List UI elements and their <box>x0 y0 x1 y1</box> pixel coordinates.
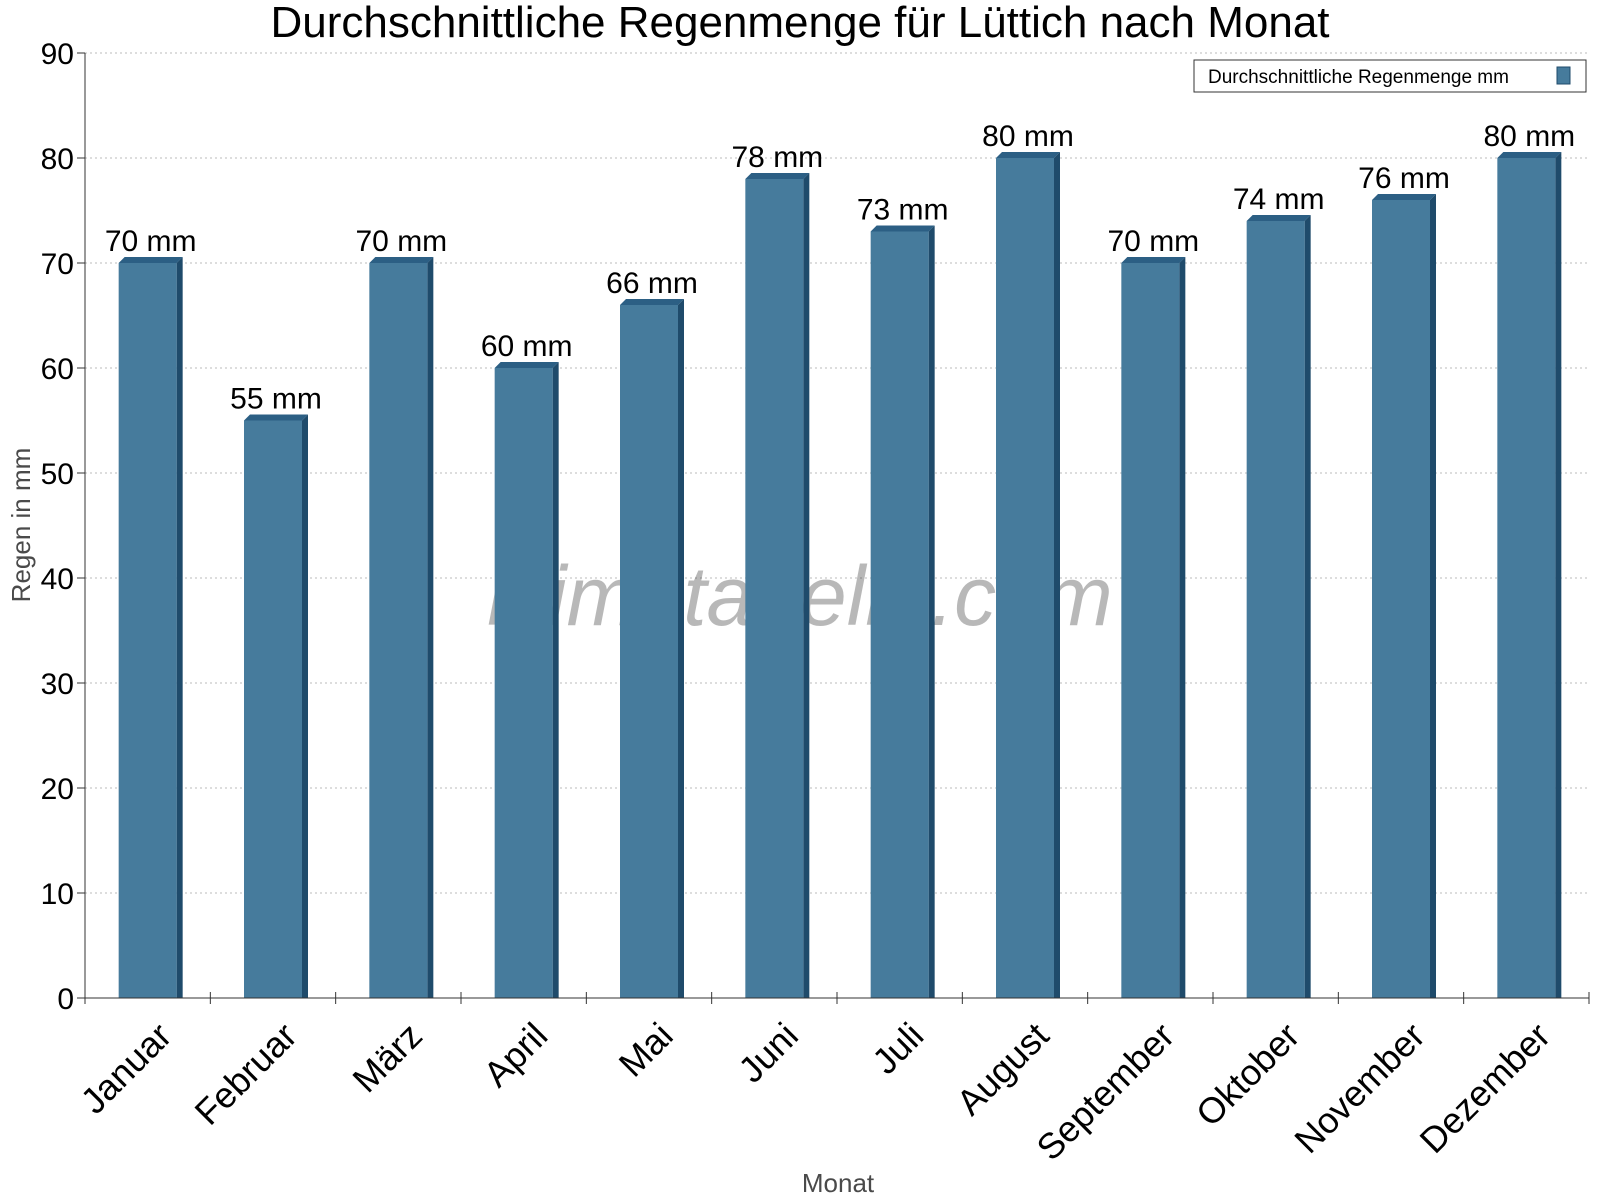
legend-box <box>1193 59 1587 93</box>
y-tick-label: 30 <box>41 668 74 701</box>
bar-side-face <box>678 299 684 998</box>
bar-top-face <box>620 299 684 305</box>
bar <box>996 152 1060 998</box>
bar-top-face <box>1121 257 1186 263</box>
bar-side-face <box>427 257 434 998</box>
bar <box>1497 152 1562 998</box>
x-tick-label: August <box>948 1015 1056 1123</box>
y-tick-label: 40 <box>41 563 74 596</box>
x-tick-label: Juli <box>864 1015 931 1082</box>
x-tick-labels: Januar Februar März April Mai Juni Juli AugustS… <box>72 1015 1558 1169</box>
y-tick-label: 10 <box>41 878 74 911</box>
y-tick-label: 0 <box>57 983 74 1016</box>
bar <box>494 362 559 998</box>
data-label: 73 mm <box>857 194 949 227</box>
bar-front-face <box>996 158 1054 998</box>
gridlines <box>85 52 1589 894</box>
x-axis-title: Monat <box>802 1168 875 1198</box>
bars <box>118 152 1562 998</box>
legend-label: Durchschnittliche Regenmenge mm <box>1208 67 1509 88</box>
bar-top-face <box>118 257 183 263</box>
data-label: 70 mm <box>355 225 447 258</box>
x-tick-label: März <box>344 1015 430 1101</box>
bar-front-face <box>1246 221 1305 998</box>
x-tick-label: Februar <box>187 1015 305 1133</box>
bar-front-face <box>118 263 177 998</box>
bar-side-face <box>1304 215 1311 998</box>
bar-side-face <box>928 225 935 998</box>
bar-front-face <box>870 231 929 998</box>
x-tick-label: Januar <box>72 1015 179 1122</box>
x-tick-label: Oktober <box>1188 1015 1308 1135</box>
bar-front-face <box>745 179 804 998</box>
bar <box>620 299 684 998</box>
bar-side-face <box>1054 152 1060 998</box>
y-tick-label: 70 <box>41 248 74 281</box>
axes <box>77 52 1590 1004</box>
y-axis-title: Regen in mm <box>6 448 36 603</box>
x-tick-label: Mai <box>611 1015 681 1085</box>
data-label: 70 mm <box>1107 225 1199 258</box>
x-tick-label: April <box>475 1015 555 1095</box>
bar-front-face <box>494 368 553 998</box>
bar-front-face <box>1121 263 1180 998</box>
bar-top-face <box>996 152 1060 158</box>
legend-swatch <box>1556 66 1571 85</box>
bar-side-face <box>302 414 308 998</box>
bar-top-face <box>1497 152 1562 158</box>
bar <box>1246 215 1311 998</box>
chart-title: Durchschnittliche Regenmenge für Lüttich… <box>270 0 1329 47</box>
data-label: 55 mm <box>230 383 322 416</box>
y-tick-label: 80 <box>41 143 74 176</box>
bar <box>870 225 935 998</box>
bar-top-face <box>1246 215 1311 221</box>
bar <box>745 173 810 998</box>
data-label: 78 mm <box>731 141 823 174</box>
data-label: 66 mm <box>606 267 698 300</box>
y-tick-label: 50 <box>41 458 74 491</box>
bar-side-face <box>803 173 810 998</box>
data-labels: 70 mm 55 mm 70 mm 60 mm 66 mm 78 mm 73 mm 80 mm… <box>105 120 1575 416</box>
y-tick-label: 60 <box>41 353 74 386</box>
data-label: 76 mm <box>1358 162 1450 195</box>
x-tick-label: November <box>1286 1015 1432 1161</box>
bar <box>1121 257 1186 998</box>
bar-front-face <box>620 305 678 998</box>
bar-side-face <box>1179 257 1186 998</box>
bar-side-face <box>1430 194 1436 998</box>
x-tick-label: September <box>1028 1015 1182 1169</box>
x-tick-label: Juni <box>730 1015 806 1091</box>
bar <box>1372 194 1436 998</box>
y-tick-labels: 0 10 20 30 40 50 60 70 80 90 <box>41 38 74 1016</box>
bar-top-face <box>870 225 935 232</box>
legend: Durchschnittliche Regenmenge mm <box>1193 59 1587 93</box>
bar-front-face <box>1372 200 1430 998</box>
y-tick-label: 90 <box>41 38 74 71</box>
data-label: 74 mm <box>1233 183 1325 216</box>
bar-top-face <box>745 173 810 179</box>
data-label: 80 mm <box>982 120 1074 153</box>
bar <box>118 257 183 998</box>
data-label: 80 mm <box>1483 120 1575 153</box>
x-tick-label: Dezember <box>1412 1015 1558 1161</box>
bar-top-face <box>244 414 308 421</box>
bar-front-face <box>1497 158 1556 998</box>
y-tick-label: 20 <box>41 773 74 806</box>
bar-top-face <box>369 257 434 263</box>
bar <box>369 257 434 998</box>
bar-side-face <box>176 257 183 998</box>
bar-side-face <box>552 362 559 998</box>
bar-side-face <box>1555 152 1562 998</box>
bar-top-face <box>1372 194 1436 200</box>
bar <box>244 414 308 998</box>
bar-top-face <box>494 362 559 368</box>
data-label: 70 mm <box>105 225 197 258</box>
bar-front-face <box>244 420 302 998</box>
data-label: 60 mm <box>481 330 573 363</box>
bar-front-face <box>369 263 428 998</box>
